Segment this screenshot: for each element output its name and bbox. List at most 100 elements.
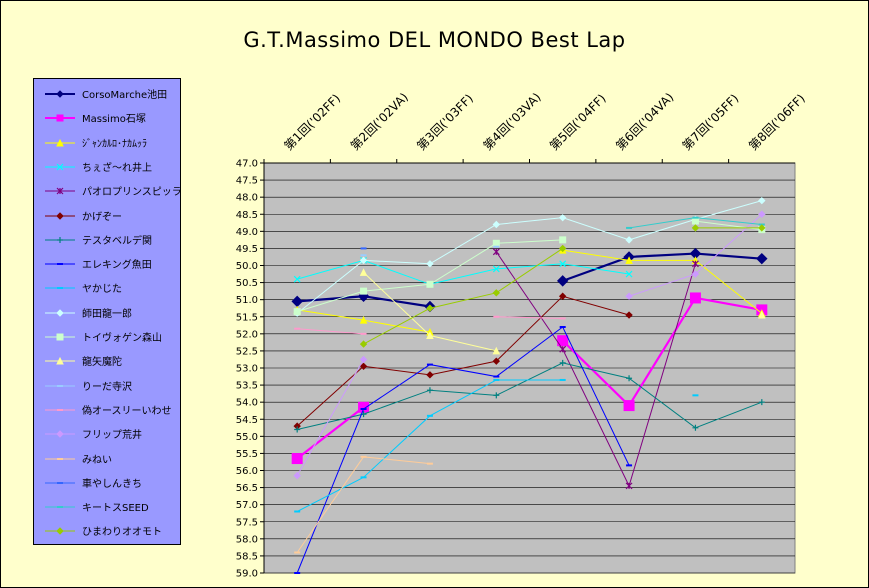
legend-swatch (40, 278, 80, 298)
legend-item: エレキング魚田 (34, 252, 180, 276)
legend-swatch (40, 84, 80, 104)
legend-swatch (40, 254, 80, 274)
legend-swatch (40, 133, 80, 153)
y-tick-label: 58.5 (236, 551, 258, 562)
legend-label: 師田龍一郎 (82, 305, 132, 320)
y-tick-label: 48.5 (236, 210, 258, 221)
y-tick-label: 53.5 (236, 381, 258, 392)
legend-swatch (40, 303, 80, 323)
legend-item: みねい (34, 447, 180, 471)
data-point (294, 309, 300, 315)
data-point (493, 240, 499, 246)
y-tick-label: 47.5 (236, 176, 258, 187)
legend-swatch (40, 449, 80, 469)
data-point (57, 334, 63, 340)
data-point (690, 293, 700, 303)
legend-swatch (40, 181, 80, 201)
y-tick-label: 49.5 (236, 244, 258, 255)
data-point (427, 281, 433, 287)
data-point (57, 237, 63, 243)
legend-label: フリップ荒井 (82, 426, 142, 441)
legend-swatch (40, 400, 80, 420)
legend-item: パオロプリンスピッラ (34, 179, 180, 203)
y-tick-label: 52.0 (236, 329, 258, 340)
y-tick-label: 50.5 (236, 278, 258, 289)
data-point (57, 213, 63, 219)
x-tick-label: 第2回('02VA) (348, 90, 411, 153)
legend-swatch (40, 521, 80, 541)
legend-label: エレキング魚田 (82, 256, 152, 271)
legend-swatch (40, 157, 80, 177)
legend-item: 車やしんきち (34, 471, 180, 495)
legend-label: 車やしんきち (82, 475, 142, 490)
x-tick-label: 第8回('06FF) (746, 91, 808, 153)
data-point (624, 401, 634, 411)
legend-item: CorsoMarche池田 (34, 82, 180, 106)
legend-label: 偽オースリーいわせ (82, 402, 172, 417)
y-tick-label: 56.5 (236, 483, 258, 494)
legend-item: ｼﾞｬﾝｶﾙﾛ･ﾅｶﾑｯﾗ (34, 131, 180, 155)
y-tick-label: 58.0 (236, 534, 258, 545)
y-tick-label: 54.0 (236, 398, 258, 409)
y-tick-label: 53.0 (236, 364, 258, 375)
data-point (692, 218, 698, 224)
data-point (57, 310, 63, 316)
legend-label: ｼﾞｬﾝｶﾙﾛ･ﾅｶﾑｯﾗ (82, 135, 147, 150)
legend-item: テスタベルデ関 (34, 228, 180, 252)
legend-item: ちぇざ～れ井上 (34, 155, 180, 179)
y-tick-label: 52.5 (236, 346, 258, 357)
legend-label: りーだ寺沢 (82, 378, 132, 393)
legend-item: ヤかじた (34, 276, 180, 300)
y-tick-label: 55.5 (236, 449, 258, 460)
x-tick-label: 第1回('02FF) (281, 91, 343, 153)
legend-swatch (40, 108, 80, 128)
legend-item: トイヴォゲン森山 (34, 325, 180, 349)
legend-item: 師田龍一郎 (34, 301, 180, 325)
legend-label: ちぇざ～れ井上 (82, 159, 152, 174)
data-point (361, 288, 367, 294)
legend-label: CorsoMarche池田 (82, 86, 167, 101)
y-tick-label: 57.5 (236, 517, 258, 528)
y-tick-label: 49.0 (236, 227, 258, 238)
y-tick-label: 54.5 (236, 415, 258, 426)
legend-label: パオロプリンスピッラ (82, 183, 182, 198)
data-point (359, 402, 369, 412)
legend-swatch (40, 206, 80, 226)
legend-swatch (40, 424, 80, 444)
data-point (57, 115, 63, 121)
x-tick-label: 第5回('04FF) (547, 91, 609, 153)
data-point (292, 454, 302, 464)
data-point (57, 91, 63, 97)
legend: CorsoMarche池田 Massimo石塚 ｼﾞｬﾝｶﾙﾛ･ﾅｶﾑｯﾗ ちぇざ～れ… (33, 78, 181, 545)
legend-label: かげぞー (82, 208, 122, 223)
legend-swatch (40, 230, 80, 250)
legend-item: Massimo石塚 (34, 106, 180, 130)
y-tick-label: 50.0 (236, 261, 258, 272)
legend-swatch (40, 327, 80, 347)
legend-label: Massimo石塚 (82, 110, 146, 125)
legend-label: ひまわりオオモト (82, 523, 162, 538)
y-tick-label: 51.0 (236, 295, 258, 306)
x-tick-label: 第6回('04VA) (613, 90, 676, 153)
legend-item: フリップ荒井 (34, 422, 180, 446)
y-tick-label: 57.0 (236, 500, 258, 511)
data-point (560, 237, 566, 243)
legend-item: 偽オースリーいわせ (34, 398, 180, 422)
y-tick-label: 47.0 (236, 159, 258, 170)
y-tick-label: 48.0 (236, 193, 258, 204)
y-tick-label: 59.0 (236, 569, 258, 580)
legend-label: キートスSEED (82, 499, 149, 514)
legend-item: ひまわりオオモト (34, 519, 180, 543)
x-tick-label: 第7回('05FF) (680, 91, 742, 153)
legend-label: 龍矢魔陀 (82, 353, 122, 368)
legend-swatch (40, 473, 80, 493)
legend-item: 龍矢魔陀 (34, 349, 180, 373)
legend-item: かげぞー (34, 204, 180, 228)
legend-swatch (40, 497, 80, 517)
legend-swatch (40, 351, 80, 371)
legend-label: みねい (82, 451, 112, 466)
legend-label: トイヴォゲン森山 (82, 329, 162, 344)
legend-item: キートスSEED (34, 495, 180, 519)
legend-label: ヤかじた (82, 280, 122, 295)
